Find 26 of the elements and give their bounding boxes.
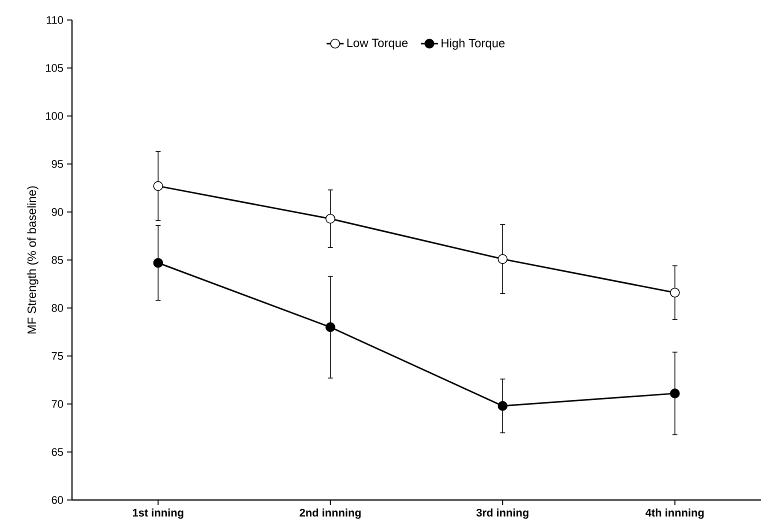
y-tick-label: 100 xyxy=(46,112,64,120)
point xyxy=(498,254,508,264)
y-tick-label: 90 xyxy=(52,208,64,216)
x-tick-label: 1st inning xyxy=(132,508,184,519)
y-tick-label: 95 xyxy=(52,160,64,168)
point xyxy=(153,181,164,191)
y-tick-label: 105 xyxy=(46,64,64,72)
y-tick-label: 85 xyxy=(52,256,64,264)
x-tick-label: 4th innning xyxy=(646,508,704,519)
point xyxy=(670,388,680,398)
x-tick-label: 2nd innning xyxy=(300,508,361,519)
point xyxy=(153,258,164,268)
y-tick-label: 65 xyxy=(52,448,64,456)
y-tick-label: 80 xyxy=(52,304,64,312)
y-tick-label: 75 xyxy=(52,352,64,360)
point xyxy=(325,214,336,224)
y-tick-label: 70 xyxy=(52,400,64,408)
x-tick-label: 3rd inning xyxy=(476,508,528,519)
legend-label: Low Torque xyxy=(347,38,408,50)
legend-label: High Torque xyxy=(442,38,505,50)
point xyxy=(325,322,336,332)
point xyxy=(498,401,508,411)
y-tick-label: 110 xyxy=(46,16,64,24)
y-axis-title: MF Strength (% of baseline) xyxy=(27,186,38,334)
y-tick-label: 60 xyxy=(52,496,64,504)
point xyxy=(670,288,680,298)
